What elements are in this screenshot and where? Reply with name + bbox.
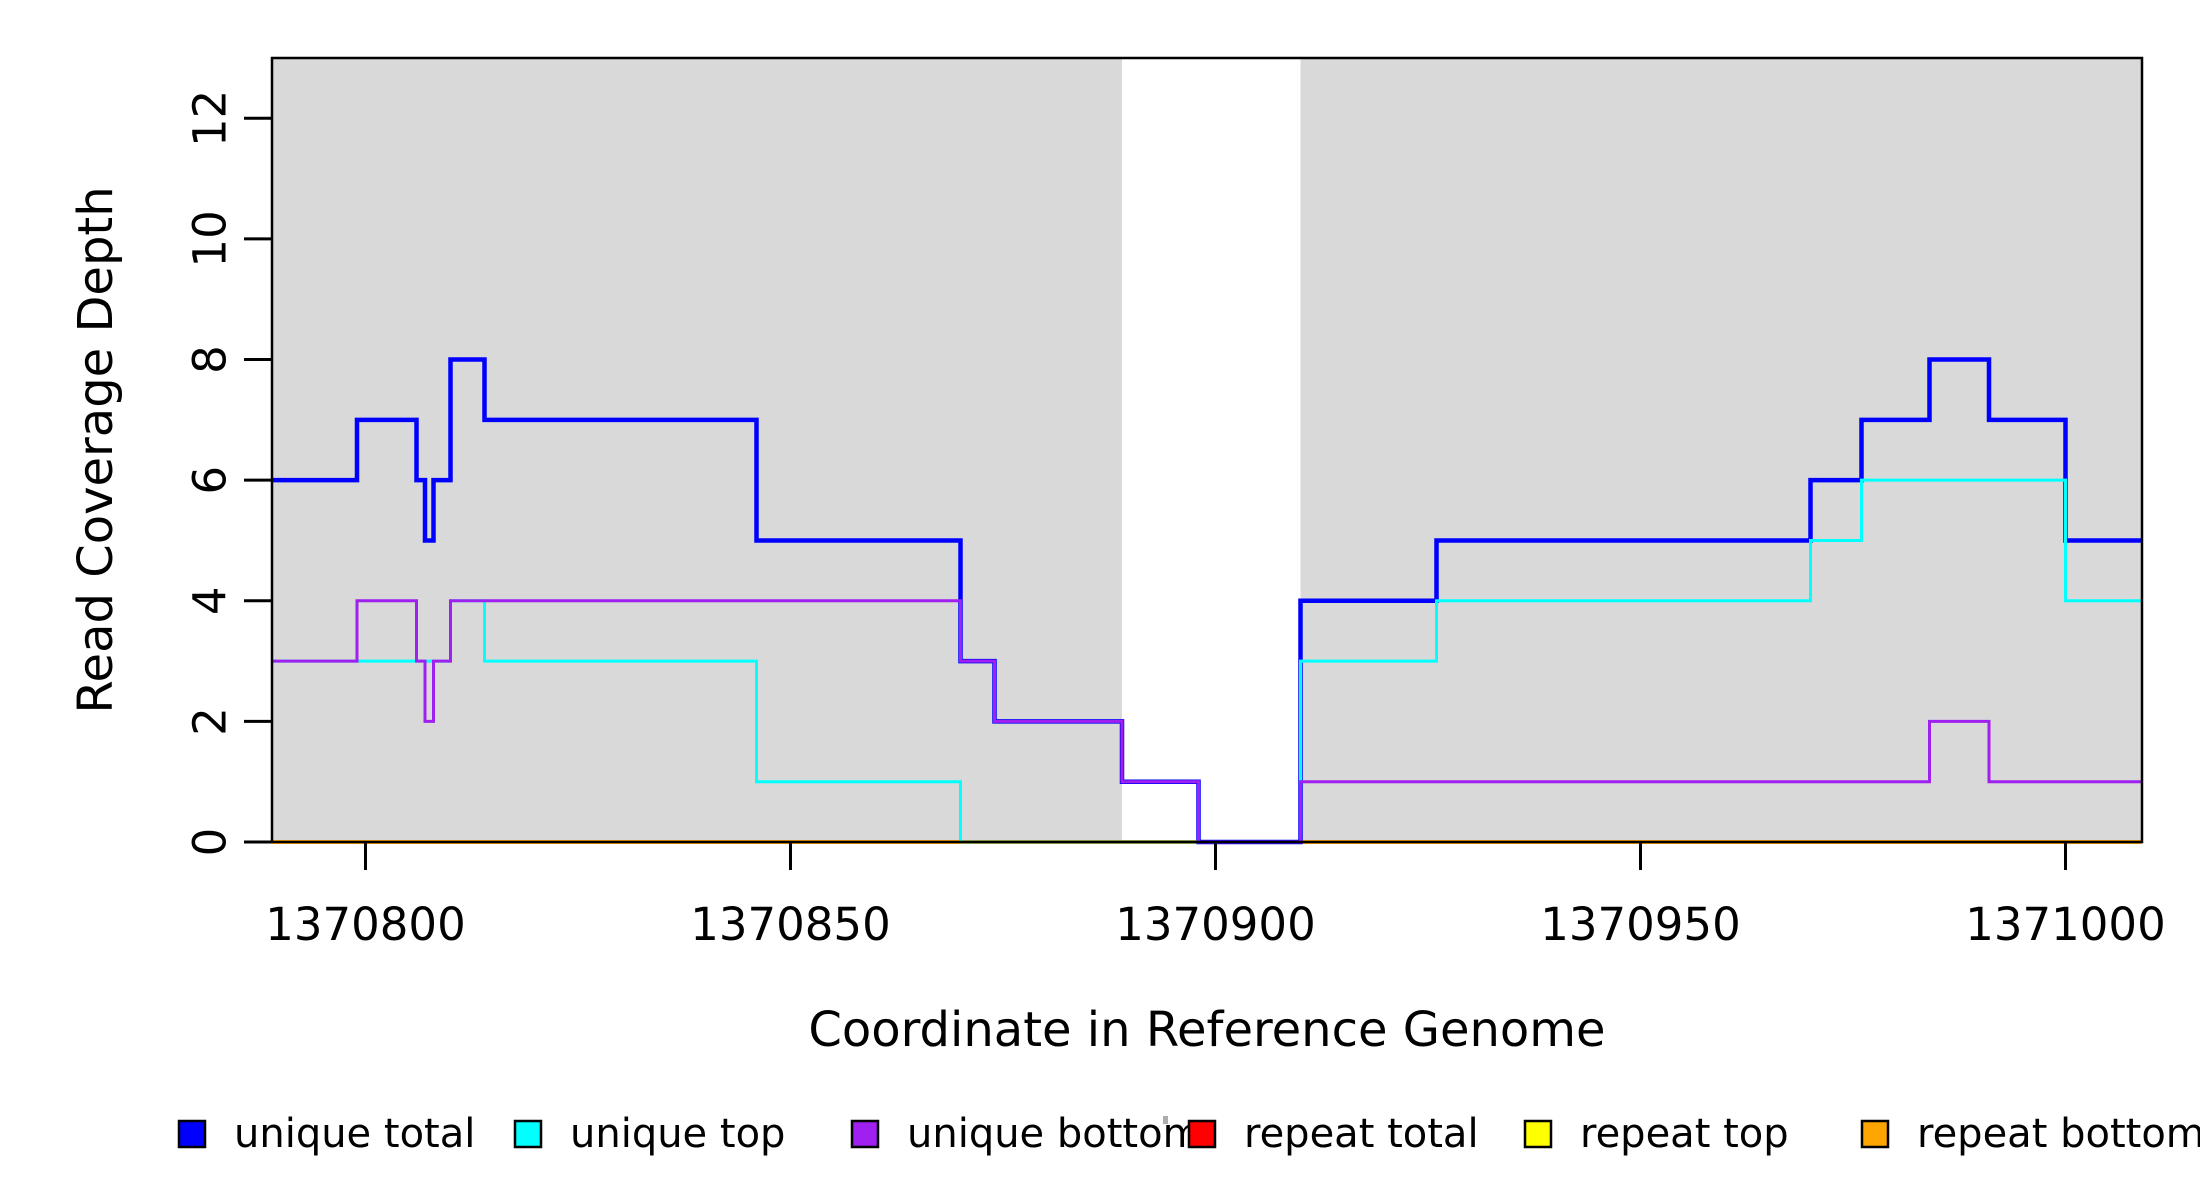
y-axis-tick-label: 2 <box>184 707 237 736</box>
legend-label-unique-bottom: unique bottom <box>907 1111 1202 1157</box>
legend-label-unique-top: unique top <box>570 1111 785 1157</box>
legend-label-repeat-total: repeat total <box>1244 1111 1479 1157</box>
legend-swatch-repeat-total <box>1187 1119 1217 1149</box>
legend-swatch-unique-total <box>177 1119 207 1149</box>
legend: unique total unique top unique bottom repea… <box>177 1111 2200 1157</box>
x-axis-title: Coordinate in Reference Genome <box>808 1002 1605 1058</box>
x-axis-tick-label: 1370900 <box>1115 898 1315 951</box>
plot-border <box>270 56 2144 844</box>
legend-label-repeat-bottom: repeat bottom <box>1917 1111 2200 1157</box>
y-axis-tick-label: 8 <box>184 345 237 374</box>
plot-box <box>270 56 2144 844</box>
y-axis-tick-label: 10 <box>184 210 237 267</box>
legend-label-repeat-top: repeat top <box>1580 1111 1789 1157</box>
y-axis-tick-label: 4 <box>184 586 237 615</box>
series-line-unique-bottom <box>272 599 2142 844</box>
legend-label-unique-total: unique total <box>234 1111 475 1157</box>
stray-dot-artifact <box>1163 1116 1168 1124</box>
y-axis-tick-label: 0 <box>184 828 237 857</box>
y-axis-title: Read Coverage Depth <box>68 186 124 713</box>
left-gray-block <box>272 58 1122 842</box>
legend-swatch-repeat-top <box>1523 1119 1553 1149</box>
x-axis-tick-label: 1370850 <box>690 898 890 951</box>
legend-swatch-unique-top <box>513 1119 543 1149</box>
x-axis-tick-label: 1371000 <box>1965 898 2165 951</box>
series-line-unique-top <box>272 478 2142 844</box>
axes: 1370800 1370850 1370900 1370950 1371000 0 2 4 6 8… <box>184 90 2166 951</box>
x-axis-tick-label: 1370800 <box>265 898 465 951</box>
x-axis-tick-label: 1370950 <box>1540 898 1740 951</box>
y-axis-tick-label: 12 <box>184 90 237 147</box>
right-gray-block <box>1300 58 2142 842</box>
legend-swatch-unique-bottom <box>850 1119 880 1149</box>
y-axis-tick-label: 6 <box>184 466 237 495</box>
legend-swatch-repeat-bottom <box>1860 1119 1890 1149</box>
shaded-regions <box>272 58 2142 842</box>
